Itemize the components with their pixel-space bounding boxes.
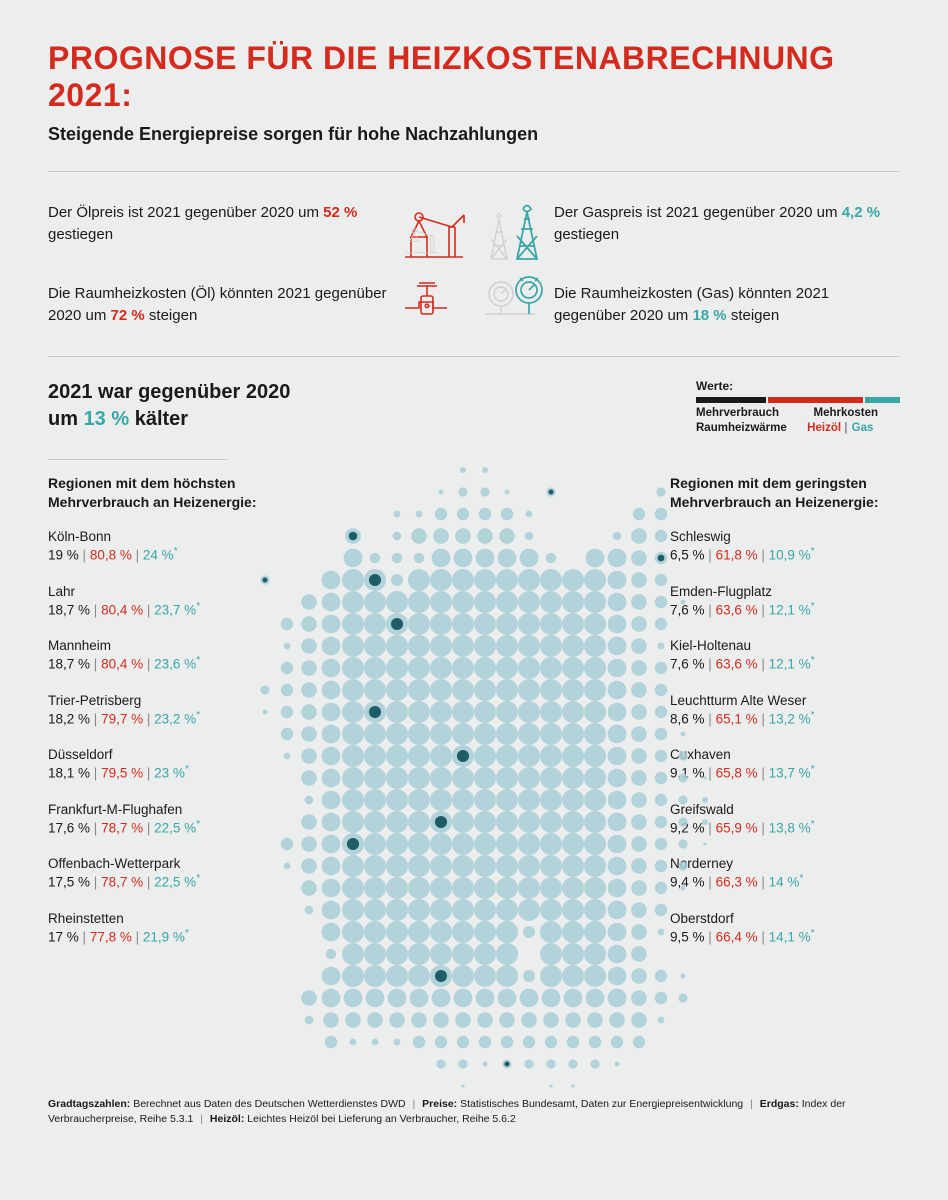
separator xyxy=(48,459,228,460)
legend-mehrkosten: Mehrkosten xyxy=(814,407,879,419)
legend-bar xyxy=(696,397,766,403)
page-title: PROGNOSE FÜR DIE HEIZKOSTENABRECHNUNG 20… xyxy=(48,40,900,114)
fact-oil-heat: Die Raumheizkosten (Öl) könnten 2021 geg… xyxy=(48,283,394,328)
fact-oil-price: Der Ölpreis ist 2021 gegenüber 2020 um 5… xyxy=(48,202,394,247)
fact-gas-price: Der Gaspreis ist 2021 gegenüber 2020 um … xyxy=(554,202,900,247)
legend-bar xyxy=(768,397,863,403)
gas-meter-icon xyxy=(477,270,552,325)
legend: Werte: Mehrverbrauch Mehrkosten Raumheiz… xyxy=(696,379,900,437)
legend-raumheiz: Raumheizwärme xyxy=(696,422,787,434)
legend-gas: Gas xyxy=(852,422,874,434)
facts-grid: Der Ölpreis ist 2021 gegenüber 2020 um 5… xyxy=(48,172,900,356)
facts-icons xyxy=(394,202,554,328)
legend-bar xyxy=(865,397,900,403)
cold-stat: 2021 war gegenüber 2020 um 13 % kälter xyxy=(48,379,290,433)
legend-header: Werte: xyxy=(696,379,900,393)
legend-heizoel: Heizöl xyxy=(807,422,841,434)
oil-valve-icon xyxy=(397,270,467,325)
legend-bars xyxy=(696,397,900,403)
oil-pump-icon xyxy=(399,207,469,262)
fact-gas-heat: Die Raumheizkosten (Gas) könnten 2021 ge… xyxy=(554,283,900,328)
page-subtitle: Steigende Energiepreise sorgen für hohe … xyxy=(48,124,900,145)
germany-dot-map xyxy=(232,459,716,1097)
gas-tower-icon xyxy=(479,204,549,264)
legend-mehrverbrauch: Mehrverbrauch xyxy=(696,407,779,419)
